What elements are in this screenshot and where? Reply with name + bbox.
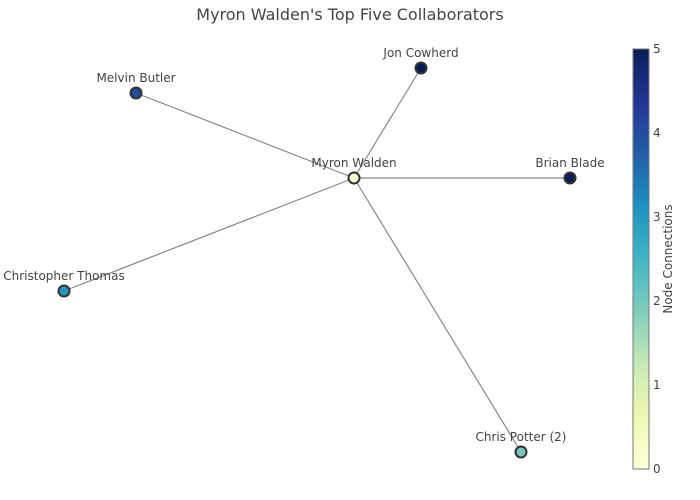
node-myron[interactable] — [347, 171, 361, 185]
node-label-jon: Jon Cowherd — [382, 46, 458, 60]
node-label-christopher: Christopher Thomas — [3, 269, 124, 283]
diagram-title: Myron Walden's Top Five Collaborators — [196, 5, 504, 24]
edge-myron-chris — [353, 177, 522, 453]
label-layer: Myron Walden Jon Cowherd Melvin Butler Bria… — [3, 46, 604, 444]
colorbar: 0 1 2 3 4 5 Node Connections — [632, 42, 675, 476]
colorbar-tick-label: 3 — [653, 210, 661, 224]
colorbar-tick-label: 0 — [653, 462, 661, 476]
edge-myron-jon — [353, 67, 422, 179]
colorbar-tick-label: 4 — [653, 126, 661, 140]
colorbar-title: Node Connections — [661, 204, 675, 313]
edge-myron-christopher — [63, 177, 355, 292]
node-jon[interactable] — [414, 61, 428, 75]
colorbar-tick-label: 2 — [653, 294, 661, 308]
node-christopher[interactable] — [57, 284, 71, 298]
node-label-myron: Myron Walden — [311, 156, 396, 170]
node-label-melvin: Melvin Butler — [96, 71, 175, 85]
node-chris[interactable] — [514, 445, 528, 459]
colorbar-tick-label: 1 — [653, 378, 661, 392]
node-melvin[interactable] — [129, 86, 143, 100]
node-layer — [57, 61, 577, 459]
node-label-chris: Chris Potter (2) — [475, 430, 566, 444]
edge-layer — [63, 67, 570, 453]
colorbar-gradient — [632, 48, 650, 470]
edge-myron-melvin — [135, 92, 355, 179]
colorbar-tick-label: 5 — [653, 42, 661, 56]
node-brian[interactable] — [563, 171, 577, 185]
node-label-brian: Brian Blade — [535, 156, 604, 170]
